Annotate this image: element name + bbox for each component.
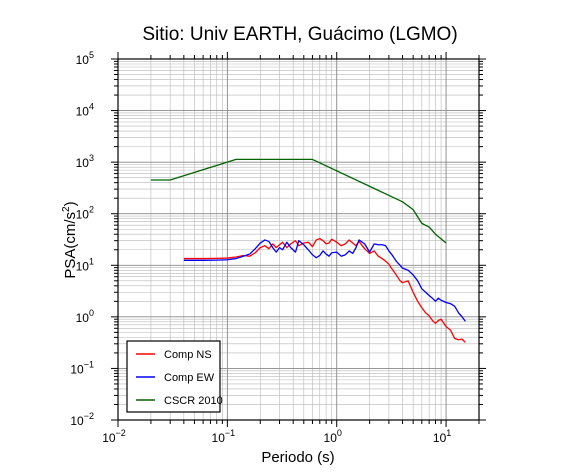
series-line-cscr-2010 — [150, 158, 447, 244]
legend-label: Comp EW — [164, 372, 215, 384]
y-tick-label-exp: 4 — [89, 102, 94, 112]
y-tick-label-exp: 2 — [89, 205, 94, 215]
y-tick-label: 102 — [76, 205, 94, 222]
y-tick-label-base: 10 — [76, 156, 90, 170]
y-axis-label-tail: ) — [62, 201, 79, 206]
x-tick-labels: 10−2 10−1 100 101 — [102, 428, 451, 445]
series-line-comp-ns — [183, 237, 466, 343]
y-tick-label: 104 — [76, 102, 94, 119]
y-axis-label-sup: 2 — [61, 206, 72, 212]
y-tick-label-exp: 3 — [89, 153, 94, 163]
legend-label: Comp NS — [164, 349, 212, 361]
y-tick-label-exp: 0 — [89, 308, 94, 318]
x-tick-label-base: 10 — [433, 431, 447, 445]
x-tick-label-exp: 0 — [337, 428, 342, 438]
x-axis-label: Periodo (s) — [261, 449, 334, 466]
legend-label: CSCR 2010 — [164, 395, 223, 407]
x-tick-label-exp: 1 — [446, 428, 451, 438]
x-tick-label-base: 10 — [324, 431, 338, 445]
y-tick-label-exp: −2 — [84, 411, 94, 421]
x-tick-label-base: 10 — [212, 431, 226, 445]
y-tick-label: 100 — [76, 308, 94, 325]
chart-title: Sitio: Univ EARTH, Guácimo (LGMO) — [142, 24, 457, 45]
y-tick-label: 103 — [76, 153, 94, 170]
y-tick-label-base: 10 — [70, 414, 84, 428]
y-axis-label-base: PSA(cm/s — [62, 212, 79, 279]
x-tick-label: 10−2 — [102, 428, 126, 445]
x-tick-label-exp: −1 — [225, 428, 235, 438]
y-tick-label-base: 10 — [76, 259, 90, 273]
plot-frame — [117, 58, 480, 421]
y-tick-label: 10−1 — [70, 359, 94, 376]
y-tick-label-base: 10 — [76, 311, 90, 325]
y-tick-label-exp: 5 — [89, 50, 94, 60]
y-tick-label-exp: −1 — [84, 359, 94, 369]
series-layer — [150, 158, 466, 343]
y-tick-label-base: 10 — [76, 105, 90, 119]
y-axis-label: PSA(cm/s2) — [61, 201, 79, 278]
y-tick-label: 101 — [76, 256, 94, 273]
series-line-comp-ew — [183, 239, 466, 322]
y-tick-label-base: 10 — [76, 53, 90, 67]
x-tick-label: 10−1 — [212, 428, 236, 445]
x-tick-label-base: 10 — [102, 431, 116, 445]
x-tick-label: 100 — [324, 428, 342, 445]
legend: Comp NS Comp EW CSCR 2010 — [126, 340, 223, 413]
legend-items: Comp NS Comp EW CSCR 2010 — [136, 349, 223, 407]
y-tick-label-base: 10 — [76, 208, 90, 222]
x-tick-label-exp: −2 — [116, 428, 126, 438]
y-tick-label: 105 — [76, 50, 94, 67]
y-tick-label-exp: 1 — [89, 256, 94, 266]
y-tick-label: 10−2 — [70, 411, 94, 428]
x-tick-label: 101 — [433, 428, 451, 445]
y-tick-label-base: 10 — [70, 362, 84, 376]
